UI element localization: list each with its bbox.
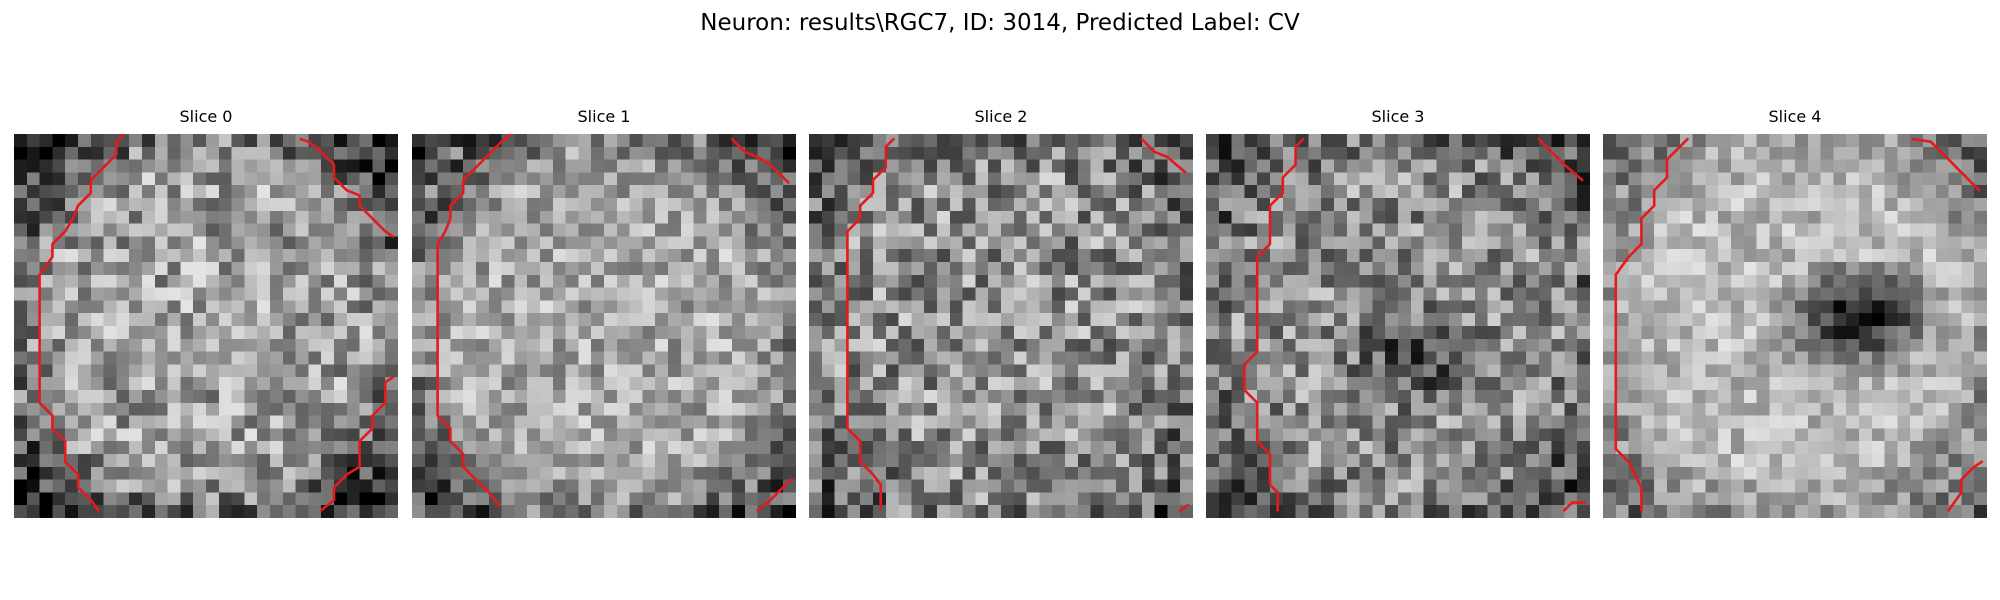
slice-title-0: Slice 0 [14,103,398,131]
slice-title-2: Slice 2 [809,103,1193,131]
slice-panel-3: Slice 3 [1206,103,1590,518]
slice-image-2 [809,134,1193,518]
slice-title-1: Slice 1 [412,103,796,131]
pixel-grid [412,134,796,518]
slice-panel-2: Slice 2 [809,103,1193,518]
pixel-grid [809,134,1193,518]
slice-image-3 [1206,134,1590,518]
slice-title-3: Slice 3 [1206,103,1590,131]
slice-title-4: Slice 4 [1603,103,1987,131]
figure-title: Neuron: results\RGC7, ID: 3014, Predicte… [0,6,2000,40]
pixel-grid [1206,134,1590,518]
slice-panel-0: Slice 0 [14,103,398,518]
slice-image-1 [412,134,796,518]
pixel-grid [1603,134,1987,518]
slice-panel-4: Slice 4 [1603,103,1987,518]
slice-panel-1: Slice 1 [412,103,796,518]
slice-image-0 [14,134,398,518]
slice-image-4 [1603,134,1987,518]
pixel-grid [14,134,398,518]
